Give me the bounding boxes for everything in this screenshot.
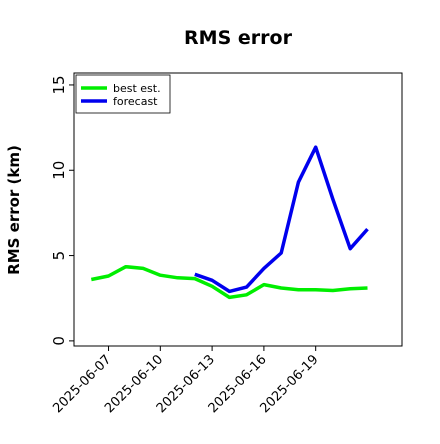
- legend-label: forecast: [113, 95, 158, 108]
- legend-label: best est.: [113, 82, 161, 95]
- y-tick-label: 0: [50, 336, 68, 346]
- series-layer: [90, 145, 369, 300]
- series-line-best-est: [90, 264, 368, 300]
- chart-title: RMS error: [184, 27, 293, 49]
- y-tick-label: 10: [50, 161, 68, 180]
- y-tick-label: 5: [50, 251, 68, 261]
- legend-box: [75, 74, 171, 114]
- y-axis-label: RMS error (km): [5, 145, 23, 275]
- plot-area-frame: [73, 72, 403, 347]
- y-tick-label: 15: [50, 75, 68, 94]
- y-axis-ticks: 0 5 10 15: [50, 75, 74, 346]
- legend: best est.forecast: [75, 74, 171, 114]
- series-line-forecast: [194, 145, 369, 294]
- x-axis-ticks: 2025-06-072025-06-102025-06-132025-06-16…: [50, 346, 322, 416]
